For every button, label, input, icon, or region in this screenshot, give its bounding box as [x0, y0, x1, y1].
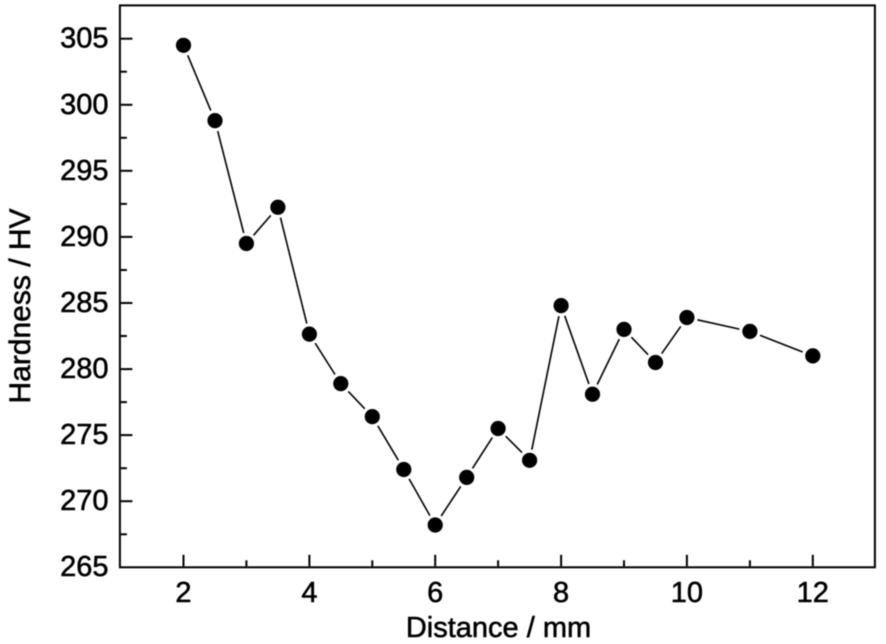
svg-text:Hardness / HV: Hardness / HV: [4, 208, 37, 403]
svg-text:6: 6: [427, 577, 443, 609]
svg-text:Distance / mm: Distance / mm: [406, 612, 591, 644]
svg-text:275: 275: [60, 419, 108, 451]
svg-text:10: 10: [671, 577, 703, 609]
svg-text:270: 270: [60, 485, 108, 517]
svg-text:285: 285: [60, 287, 108, 319]
svg-text:8: 8: [553, 577, 569, 609]
svg-text:265: 265: [60, 551, 108, 583]
svg-text:305: 305: [60, 23, 108, 55]
svg-text:290: 290: [60, 221, 108, 253]
svg-text:280: 280: [60, 353, 108, 385]
svg-text:4: 4: [301, 577, 317, 609]
svg-text:300: 300: [60, 89, 108, 121]
svg-text:12: 12: [797, 577, 829, 609]
svg-text:2: 2: [175, 577, 191, 609]
svg-text:295: 295: [60, 155, 108, 187]
